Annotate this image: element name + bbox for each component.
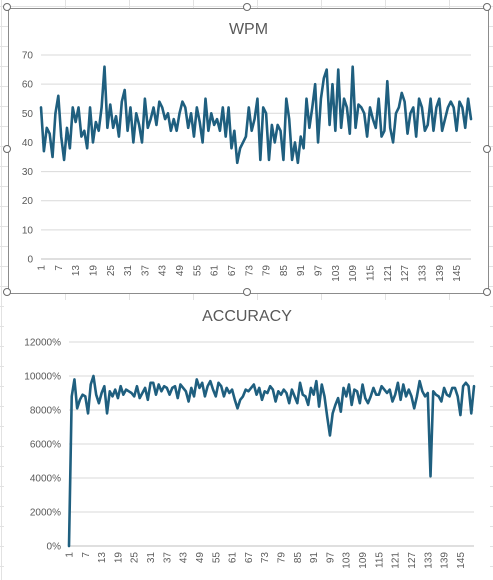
wpm-y-tick-label: 30	[22, 167, 34, 178]
acc-y-tick-label: 0%	[47, 542, 62, 553]
wpm-x-tick-label: 31	[123, 265, 134, 277]
resize-handle-bottom-right[interactable]	[483, 288, 491, 296]
acc-x-tick-label: 31	[146, 552, 157, 564]
wpm-chart-title: WPM	[228, 21, 269, 38]
acc-x-tick-label: 1	[65, 552, 76, 558]
acc-x-tick-label: 115	[374, 552, 385, 568]
wpm-x-tick-label: 7	[54, 265, 65, 271]
wpm-x-tick-label: 121	[383, 265, 394, 282]
resize-handle-middle-right[interactable]	[483, 145, 491, 153]
acc-x-tick-label: 73	[260, 552, 271, 564]
acc-x-tick-label: 133	[423, 552, 434, 569]
wpm-x-tick-label: 43	[158, 265, 169, 277]
resize-handle-bottom-center[interactable]	[243, 288, 251, 296]
acc-x-tick-label: 13	[97, 552, 108, 564]
accuracy-chart-title: ACCURACY	[202, 308, 292, 325]
wpm-x-tick-label: 145	[452, 265, 463, 282]
resize-handle-top-right[interactable]	[483, 3, 491, 11]
wpm-y-tick-label: 50	[22, 109, 34, 120]
resize-handle-top-left[interactable]	[3, 3, 11, 11]
wpm-x-tick-label: 73	[244, 265, 255, 277]
acc-x-tick-label: 85	[293, 552, 304, 564]
acc-x-tick-label: 109	[358, 552, 369, 569]
acc-x-tick-label: 145	[456, 552, 467, 569]
acc-y-tick-label: 12000%	[24, 338, 61, 349]
acc-y-tick-label: 10000%	[24, 372, 61, 383]
acc-x-tick-label: 67	[244, 552, 255, 564]
wpm-x-tick-label: 37	[140, 265, 151, 277]
acc-x-tick-label: 37	[162, 552, 173, 564]
acc-x-tick-label: 121	[391, 552, 402, 569]
wpm-series-line[interactable]	[39, 65, 473, 165]
acc-x-tick-label: 49	[195, 552, 206, 564]
accuracy-chart[interactable]: ACCURACY 0% 2000% 4000% 6000% 8000% 10000% 120…	[4, 300, 490, 580]
acc-x-tick-label: 43	[179, 552, 190, 564]
wpm-y-tick-label: 60	[22, 80, 34, 91]
acc-x-tick-label: 127	[407, 552, 418, 569]
wpm-x-tick-label: 61	[210, 265, 221, 277]
wpm-y-tick-label: 40	[22, 138, 34, 149]
acc-x-tick-label: 25	[130, 552, 141, 564]
wpm-x-tick-label: 127	[400, 265, 411, 282]
wpm-plot-area: 0 10 20 30 40 50 60 70 1 7 13 19 25 31 37 43 49 55 61 67 73 7…	[22, 51, 473, 282]
resize-handle-top-center[interactable]	[243, 3, 251, 11]
wpm-x-tick-label: 115	[365, 265, 376, 281]
acc-x-tick-label: 79	[277, 552, 288, 564]
acc-x-tick-label: 97	[325, 552, 336, 564]
wpm-y-tick-label: 0	[27, 255, 33, 266]
wpm-x-tick-label: 49	[175, 265, 186, 277]
wpm-x-tick-label: 55	[192, 265, 203, 277]
acc-x-tick-label: 91	[309, 552, 320, 564]
acc-x-tick-label: 55	[211, 552, 222, 564]
wpm-chart[interactable]: WPM 0 10 20 30 40 50 60 70 1 7 13 19 25 31 37 43 49 55 61 6…	[8, 8, 489, 294]
wpm-x-tick-label: 103	[331, 265, 342, 282]
acc-series-line[interactable]	[67, 374, 476, 548]
acc-x-tick-label: 139	[440, 552, 451, 569]
wpm-x-tick-label: 79	[262, 265, 273, 277]
wpm-x-tick-label: 85	[279, 265, 290, 277]
wpm-y-tick-label: 70	[22, 51, 34, 62]
wpm-x-tick-label: 25	[106, 265, 117, 277]
wpm-y-tick-label: 20	[22, 196, 34, 207]
acc-y-tick-label: 8000%	[30, 406, 61, 417]
wpm-y-tick-label: 10	[22, 225, 34, 236]
resize-handle-bottom-left[interactable]	[3, 288, 11, 296]
wpm-x-tick-label: 109	[348, 265, 359, 282]
acc-y-tick-label: 2000%	[30, 508, 61, 519]
accuracy-plot-area: 0% 2000% 4000% 6000% 8000% 10000% 12000% 1 7 13 19…	[24, 338, 476, 569]
wpm-x-tick-label: 1	[37, 265, 48, 271]
wpm-x-tick-label: 133	[417, 265, 428, 282]
acc-x-tick-label: 61	[228, 552, 239, 564]
acc-x-tick-label: 19	[113, 552, 124, 564]
wpm-x-tick-label: 97	[314, 265, 325, 277]
wpm-x-tick-label: 139	[435, 265, 446, 282]
wpm-x-tick-label: 91	[296, 265, 307, 277]
acc-y-tick-label: 4000%	[30, 474, 61, 485]
wpm-x-tick-label: 67	[227, 265, 238, 277]
resize-handle-middle-left[interactable]	[3, 145, 11, 153]
acc-x-tick-label: 103	[342, 552, 353, 569]
acc-y-tick-label: 6000%	[30, 440, 61, 451]
wpm-x-tick-label: 19	[88, 265, 99, 277]
wpm-x-tick-label: 13	[71, 265, 82, 277]
acc-x-tick-label: 7	[81, 552, 92, 558]
